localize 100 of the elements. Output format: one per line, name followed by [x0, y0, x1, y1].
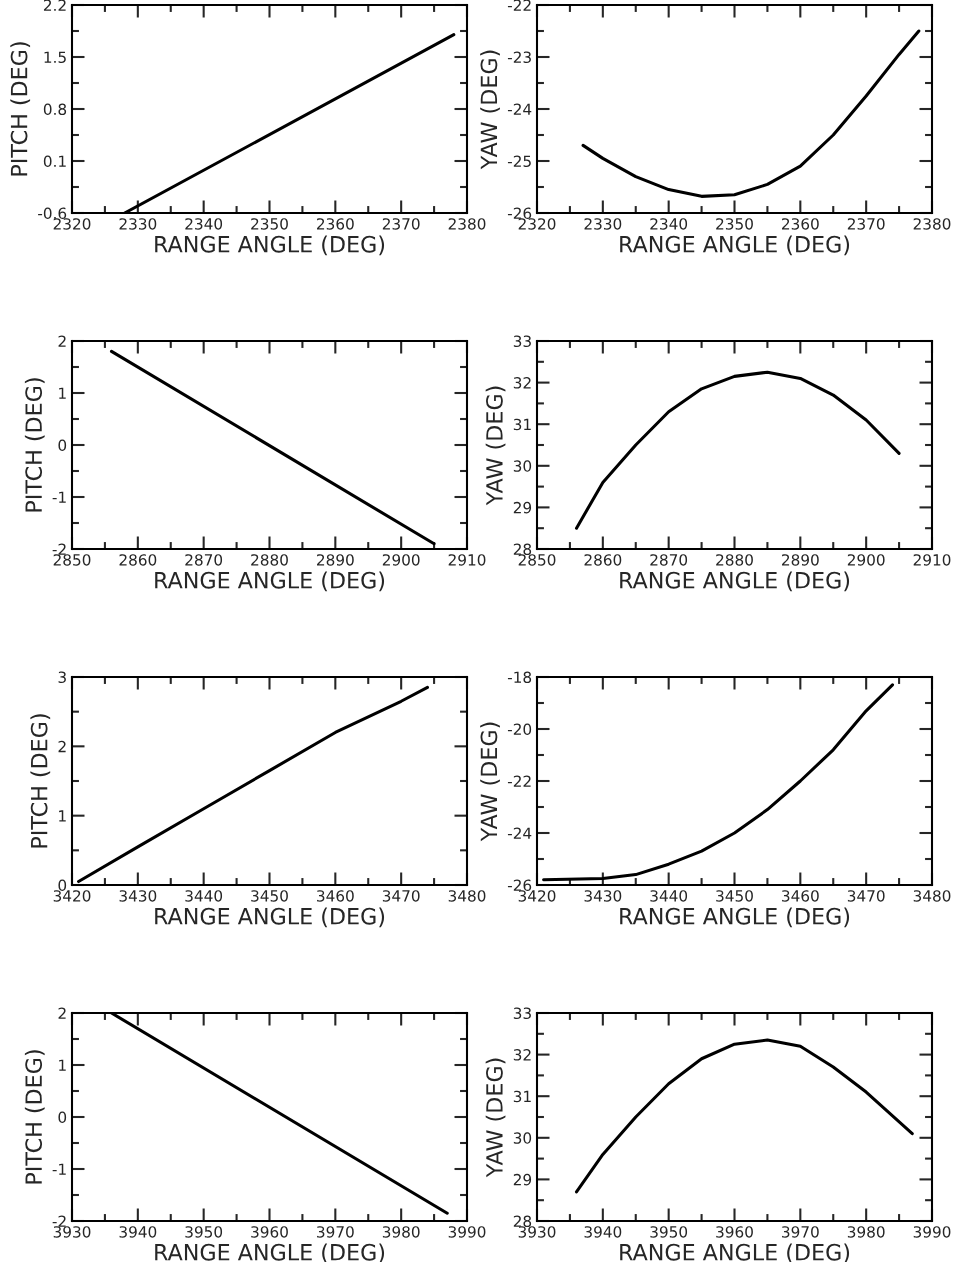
- x-tick-label: 2320: [518, 218, 556, 230]
- x-axis-title: RANGE ANGLE (DEG): [155, 571, 385, 592]
- y-tick-label: 0.8: [43, 103, 67, 116]
- x-tick-label: 3960: [251, 1226, 288, 1238]
- y-tick-label: 29: [513, 501, 532, 514]
- x-tick-label: 3470: [847, 890, 885, 902]
- x-tick-label: 2350: [716, 218, 753, 230]
- y-tick-label: 33: [513, 1007, 531, 1020]
- y-tick-label: -2: [52, 543, 66, 555]
- x-tick-label: 3980: [847, 1226, 885, 1238]
- x-tick-label: 2870: [185, 554, 223, 566]
- x-tick-label: 3450: [716, 890, 753, 902]
- x-tick-label: 2880: [251, 554, 288, 566]
- x-tick-label: 3960: [716, 1226, 753, 1238]
- x-tick-label: 2900: [382, 554, 420, 566]
- y-tick-label: 0: [58, 439, 67, 452]
- y-tick-label: -23: [507, 51, 531, 64]
- x-tick-label: 2860: [119, 554, 157, 566]
- y-tick-label: 0.1: [43, 155, 66, 168]
- y-tick-label: 30: [513, 460, 532, 472]
- x-tick-label: 3990: [448, 1226, 486, 1238]
- y-tick-label: -1: [52, 1163, 66, 1175]
- y-tick-label: -24: [507, 103, 532, 115]
- x-tick-label: 3470: [382, 890, 420, 902]
- y-tick-label: 2.2: [43, 0, 66, 11]
- x-tick-label: 3450: [251, 890, 288, 902]
- x-axis-title: RANGE ANGLE (DEG): [155, 907, 385, 928]
- y-axis-title: PITCH (DEG): [24, 1050, 45, 1184]
- x-tick-label: 2350: [251, 218, 288, 230]
- y-tick-label: 31: [513, 418, 531, 431]
- y-tick-label: 31: [513, 1090, 531, 1103]
- line-series: [542, 683, 895, 882]
- y-tick-label: 32: [513, 1049, 531, 1061]
- x-tick-label: 3990: [913, 1226, 951, 1238]
- x-tick-label: 2340: [650, 218, 688, 230]
- x-tick-label: 3430: [119, 890, 157, 902]
- x-tick-label: 2330: [119, 218, 157, 230]
- x-axis-title: RANGE ANGLE (DEG): [620, 235, 850, 256]
- x-tick-label: 2910: [448, 554, 486, 566]
- x-tick-label: 2910: [913, 554, 951, 566]
- line-series: [574, 1038, 914, 1194]
- x-axis-title: RANGE ANGLE (DEG): [155, 235, 385, 256]
- y-tick-label: 1: [59, 387, 66, 399]
- y-tick-label: -25: [507, 155, 531, 168]
- x-tick-label: 2340: [185, 218, 223, 230]
- x-tick-label: 2850: [53, 554, 91, 566]
- line-series: [574, 370, 901, 530]
- x-tick-label: 2850: [518, 554, 556, 566]
- x-tick-label: 2370: [847, 218, 885, 230]
- x-tick-label: 3460: [782, 890, 819, 902]
- y-tick-label: 33: [513, 335, 531, 348]
- y-tick-label: -24: [507, 827, 532, 839]
- x-tick-label: 2370: [382, 218, 420, 230]
- y-axis-title: YAW (DEG): [480, 50, 500, 170]
- x-tick-label: 3440: [650, 890, 688, 902]
- y-tick-label: 2: [58, 740, 66, 753]
- x-tick-label: 3480: [913, 890, 951, 902]
- x-tick-label: 3970: [317, 1226, 354, 1238]
- x-tick-label: 3440: [185, 890, 223, 902]
- x-tick-label: 2900: [847, 554, 885, 566]
- y-tick-label: 2: [58, 335, 66, 347]
- y-tick-label: -2: [52, 1215, 66, 1227]
- x-axis-title: RANGE ANGLE (DEG): [620, 571, 850, 592]
- x-tick-label: 2380: [913, 218, 951, 230]
- y-axis-title: PITCH (DEG): [24, 378, 45, 512]
- y-tick-label: -22: [507, 775, 531, 787]
- x-tick-label: 3980: [382, 1226, 420, 1238]
- y-axis-title: PITCH (DEG): [10, 42, 31, 176]
- y-axis-title: YAW (DEG): [485, 1058, 506, 1178]
- x-tick-label: 3950: [650, 1226, 688, 1238]
- x-tick-label: 2360: [317, 218, 354, 230]
- x-tick-label: 3460: [317, 890, 354, 902]
- y-axis-title: YAW (DEG): [485, 386, 506, 506]
- x-tick-label: 3480: [448, 890, 486, 902]
- x-tick-label: 2890: [317, 554, 354, 566]
- y-tick-label: 32: [513, 377, 531, 389]
- x-tick-label: 3970: [782, 1226, 819, 1238]
- y-tick-label: -26: [507, 879, 532, 892]
- y-tick-label: 0: [58, 1111, 67, 1124]
- line-series: [581, 29, 921, 198]
- x-tick-label: 2880: [716, 554, 753, 566]
- y-tick-label: -22: [507, 0, 531, 11]
- x-axis-title: RANGE ANGLE (DEG): [620, 907, 850, 928]
- x-tick-label: 2890: [782, 554, 819, 566]
- x-tick-label: 2870: [650, 554, 688, 566]
- y-axis-title: PITCH (DEG): [30, 714, 51, 848]
- y-tick-label: 3: [58, 671, 66, 684]
- x-tick-label: 3420: [518, 890, 556, 902]
- x-tick-label: 3940: [119, 1226, 157, 1238]
- y-tick-label: -18: [507, 671, 532, 684]
- x-tick-label: 3930: [53, 1226, 91, 1238]
- y-tick-label: 1.5: [44, 51, 66, 64]
- y-tick-label: -1: [52, 491, 66, 503]
- y-axis-title: YAW (DEG): [480, 722, 500, 842]
- x-tick-label: 2360: [782, 218, 819, 230]
- x-tick-label: 2860: [584, 554, 622, 566]
- y-tick-label: 29: [513, 1173, 532, 1186]
- x-tick-label: 2380: [448, 218, 486, 230]
- y-tick-label: 0: [58, 879, 67, 892]
- x-tick-label: 3950: [185, 1226, 223, 1238]
